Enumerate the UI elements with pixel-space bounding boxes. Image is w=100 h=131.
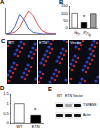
svg-text:A: A bbox=[0, 0, 5, 5]
svg-text:0.5: 0.5 bbox=[3, 111, 9, 116]
svg-text:D: D bbox=[0, 86, 5, 91]
html-text:WT: WT bbox=[56, 94, 63, 98]
svg-text:*: * bbox=[83, 14, 86, 20]
html-text:ETN Vector: ETN Vector bbox=[65, 94, 83, 98]
svg-text:150: 150 bbox=[61, 3, 68, 8]
html-text:Vector: Vector bbox=[70, 40, 82, 45]
svg-text:1: 1 bbox=[6, 101, 9, 106]
svg-text:100: 100 bbox=[61, 11, 68, 16]
html-text:Actin: Actin bbox=[83, 113, 91, 117]
html-text:E: E bbox=[48, 86, 52, 92]
svg-text:0: 0 bbox=[65, 25, 68, 30]
svg-text:1.5: 1.5 bbox=[3, 91, 9, 96]
svg-text:50: 50 bbox=[63, 18, 68, 23]
html-text:TSPAN8: TSPAN8 bbox=[83, 103, 97, 107]
svg-text:*: * bbox=[34, 107, 37, 113]
svg-text:WT: WT bbox=[73, 30, 81, 38]
svg-text:WT: WT bbox=[16, 124, 23, 129]
svg-text:B: B bbox=[59, 0, 64, 5]
svg-text:ETN: ETN bbox=[32, 124, 40, 129]
html-text:C WT: C WT bbox=[1, 38, 15, 45]
html-text:ETN: ETN bbox=[39, 40, 47, 45]
svg-text:ETN: ETN bbox=[83, 30, 93, 38]
svg-text:0: 0 bbox=[6, 120, 9, 125]
